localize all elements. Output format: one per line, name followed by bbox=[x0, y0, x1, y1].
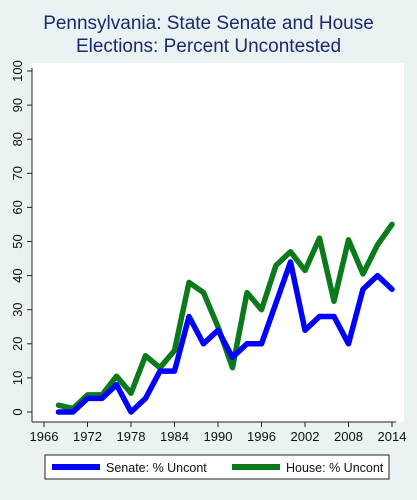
series-layer bbox=[55, 221, 395, 415]
y-tick-label: 40 bbox=[10, 268, 25, 282]
x-tick-label: 1990 bbox=[204, 429, 233, 444]
legend-box bbox=[44, 454, 390, 480]
x-tick-label: 1972 bbox=[73, 429, 102, 444]
y-tick-label: 80 bbox=[10, 132, 25, 146]
x-tick-label: 1984 bbox=[160, 429, 189, 444]
chart-title-line-1: Pennsylvania: State Senate and House bbox=[43, 13, 374, 34]
y-tick-label: 10 bbox=[10, 371, 25, 385]
plot-area bbox=[32, 63, 404, 422]
y-tick-label: 50 bbox=[10, 234, 25, 248]
legend-label-senate: Senate: % Uncont bbox=[106, 461, 207, 475]
x-tick-label: 1966 bbox=[30, 429, 59, 444]
y-tick-label: 0 bbox=[10, 408, 25, 415]
y-tick-label: 90 bbox=[10, 98, 25, 112]
x-tick-label: 1978 bbox=[117, 429, 146, 444]
x-tick-label: 2002 bbox=[291, 429, 320, 444]
axes-layer: 0 10 20 30 40 50 60 70 80 90 100 1966 1972 1978 1984 19… bbox=[10, 60, 406, 444]
senate-series-line bbox=[55, 259, 395, 415]
y-tick-label: 70 bbox=[10, 166, 25, 180]
y-tick-label: 20 bbox=[10, 337, 25, 351]
y-tick-label: 100 bbox=[10, 60, 25, 82]
x-tick-label: 2014 bbox=[378, 429, 407, 444]
chart-title-line-2: Elections: Percent Uncontested bbox=[75, 36, 342, 57]
legend-label-house: House: % Uncont bbox=[286, 461, 384, 475]
x-tick-label: 2008 bbox=[334, 429, 363, 444]
x-tick-label: 1996 bbox=[247, 429, 276, 444]
y-tick-label: 30 bbox=[10, 302, 25, 316]
y-tick-label: 60 bbox=[10, 200, 25, 214]
